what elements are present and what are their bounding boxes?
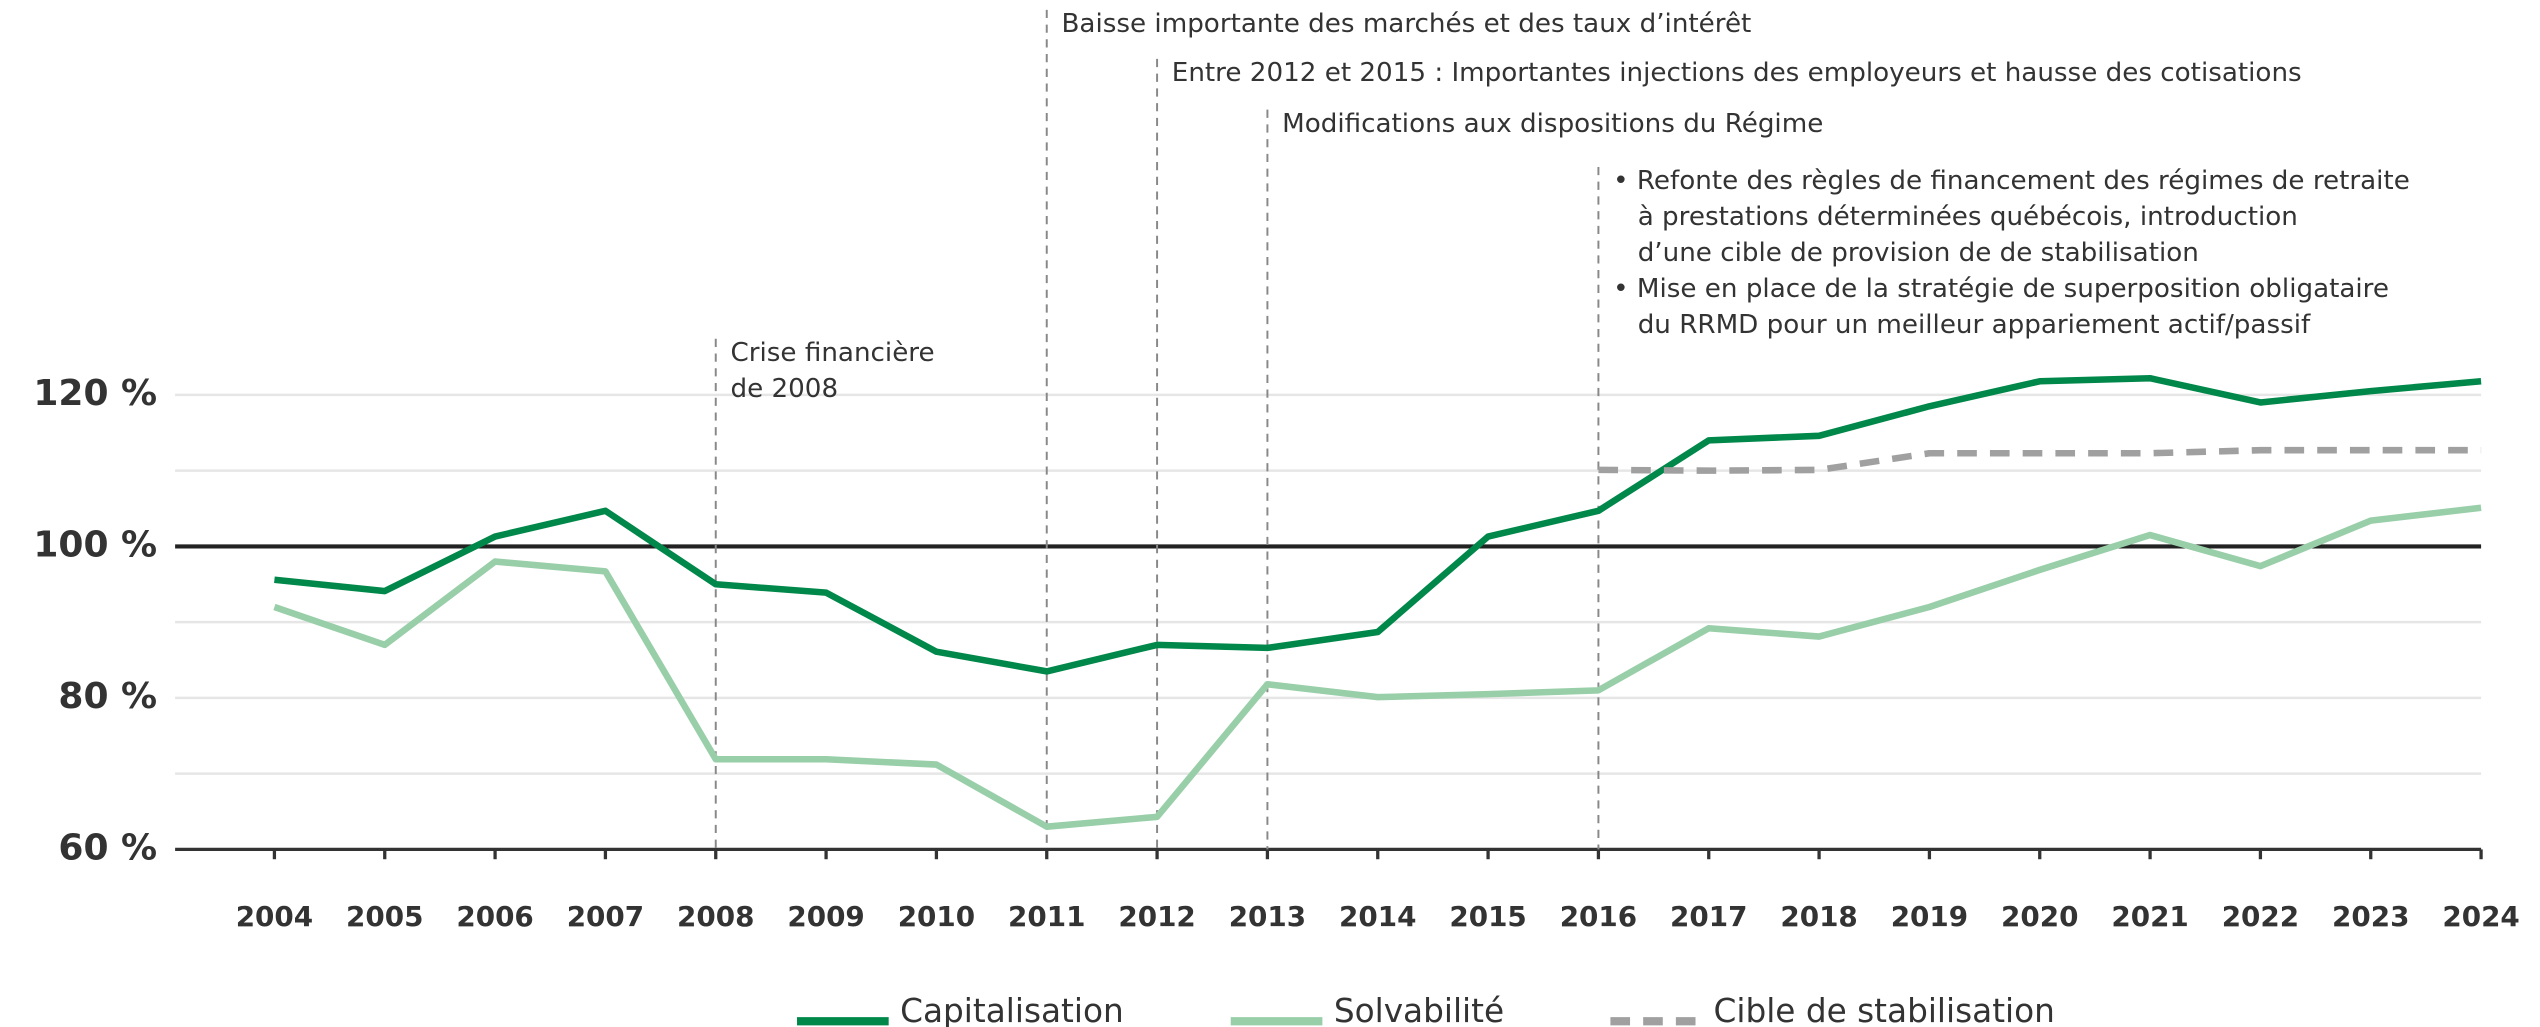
x-tick-label: 2022 [2222, 900, 2299, 933]
x-tick-label: 2009 [787, 900, 864, 933]
x-tick-label: 2018 [1780, 900, 1857, 933]
annotation-text: Baisse importante des marchés et des tau… [1061, 9, 1751, 39]
x-tick-label: 2006 [456, 900, 533, 933]
series-line [1598, 446, 2482, 474]
x-tick-label: 2020 [2001, 900, 2078, 933]
legend-label: Solvabilité [1334, 992, 1504, 1027]
annotation-text: Entre 2012 et 2015 : Importantes injecti… [1172, 58, 2302, 88]
x-tick-label: 2019 [1891, 900, 1968, 933]
annotation-text: • Mise en place de la stratégie de super… [1613, 274, 2389, 304]
x-tick-label: 2005 [346, 900, 423, 933]
x-tick-label: 2007 [567, 900, 644, 933]
x-tick-label: 2010 [898, 900, 975, 933]
x-tick-label: 2014 [1339, 900, 1416, 933]
annotation-text: • Refonte des règles de financement des … [1613, 166, 2410, 196]
y-tick-label: 80 % [58, 676, 157, 717]
x-tick-label: 2015 [1449, 900, 1526, 933]
legend-label: Capitalisation [900, 992, 1124, 1027]
x-tick-label: 2011 [1008, 900, 1085, 933]
legend-label: Cible de stabilisation [1714, 992, 2055, 1027]
x-tick-label: 2004 [236, 900, 313, 933]
annotation-text: à prestations déterminées québécois, int… [1638, 202, 2298, 232]
x-tick-label: 2008 [677, 900, 754, 933]
x-tick-label: 2016 [1560, 900, 1637, 933]
series-line [274, 374, 2482, 675]
annotation-text: du RRMD pour un meilleur appariement act… [1638, 310, 2311, 340]
y-tick-label: 120 % [33, 373, 157, 414]
series-line [273, 504, 2482, 830]
annotation-text: d’une cible de provision de de stabilisa… [1638, 238, 2199, 268]
x-tick-label: 2017 [1670, 900, 1747, 933]
x-tick-label: 2021 [2111, 900, 2188, 933]
x-tick-label: 2023 [2332, 900, 2409, 933]
y-tick-label: 60 % [58, 827, 157, 868]
y-tick-label: 100 % [33, 524, 157, 565]
annotation-text: Modifications aux dispositions du Régime [1282, 109, 1823, 139]
x-tick-label: 2024 [2442, 900, 2519, 933]
x-tick-label: 2013 [1229, 900, 1306, 933]
annotation-text: Crise financière [730, 338, 934, 368]
x-tick-label: 2012 [1118, 900, 1195, 933]
annotation-text: de 2008 [730, 374, 838, 404]
